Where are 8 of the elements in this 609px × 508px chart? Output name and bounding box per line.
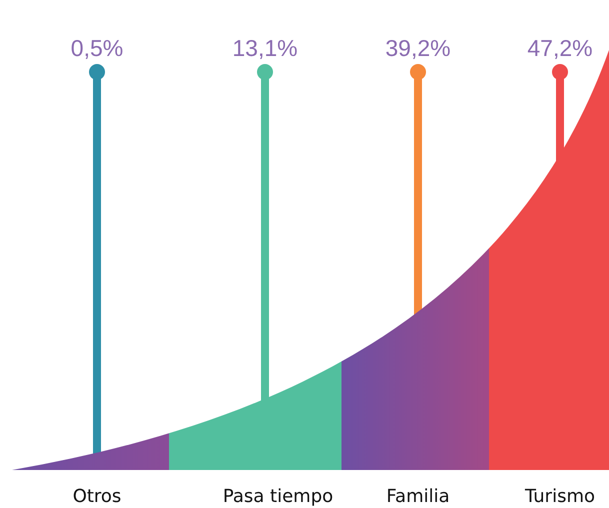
data-label: 47,2% <box>527 35 593 61</box>
data-label: 13,1% <box>232 35 298 61</box>
category-label: Turismo <box>524 486 595 507</box>
data-label: 0,5% <box>70 35 124 61</box>
category-label: Otros <box>72 486 122 507</box>
category-label: Familia <box>386 486 450 507</box>
category-label: Pasa tiempo <box>222 486 334 507</box>
data-label: 39,2% <box>385 35 451 61</box>
